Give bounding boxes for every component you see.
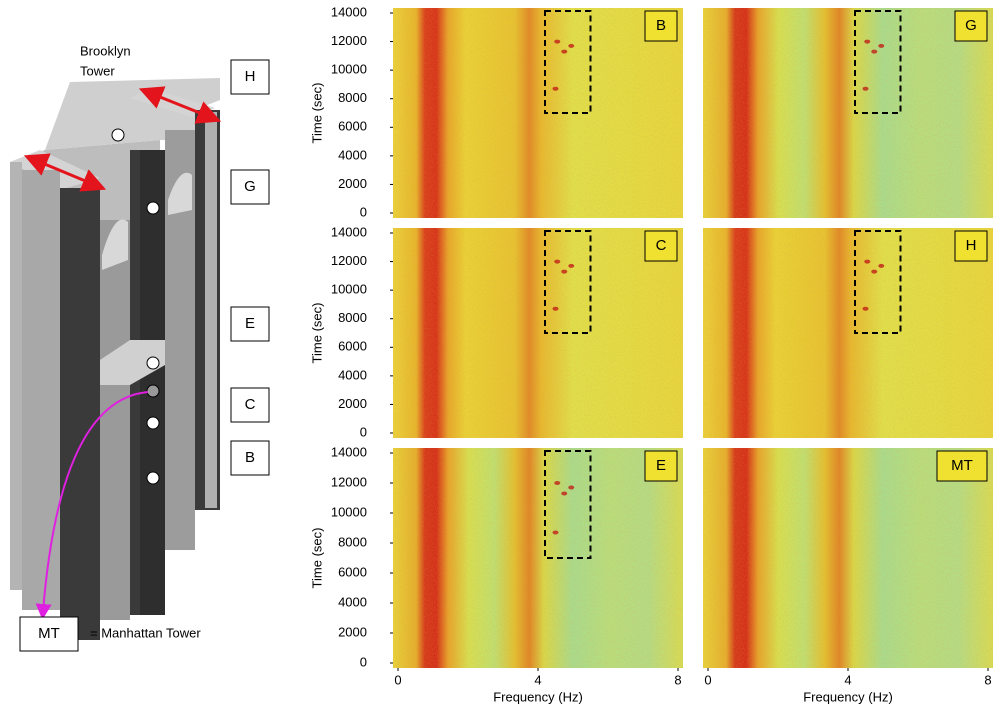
x-axis-label: Frequency (Hz) bbox=[493, 689, 583, 704]
mode-spot bbox=[864, 259, 871, 264]
y-tick-label: 10000 bbox=[331, 504, 367, 519]
panel-label-box bbox=[954, 230, 988, 262]
panel-label: B bbox=[656, 17, 666, 34]
panel-label-box bbox=[954, 10, 988, 42]
y-tick-label: 8000 bbox=[338, 310, 367, 325]
label-box bbox=[230, 59, 270, 95]
tower-title: Tower bbox=[80, 63, 115, 78]
x-tick-label: 4 bbox=[534, 672, 541, 687]
y-axis-label: Time (sec) bbox=[309, 528, 324, 589]
y-tick-label: 4000 bbox=[338, 367, 367, 382]
legend-key: MT bbox=[38, 625, 60, 642]
mode-spot bbox=[554, 39, 561, 44]
spectrogram-noise bbox=[393, 228, 683, 438]
y-tick-label: 8000 bbox=[338, 90, 367, 105]
y-tick-label: 6000 bbox=[338, 119, 367, 134]
x-axis-label: Frequency (Hz) bbox=[803, 689, 893, 704]
panel-label: G bbox=[965, 17, 977, 34]
panel-label-box bbox=[936, 450, 988, 482]
mode-spot bbox=[554, 259, 561, 264]
mode-spot bbox=[862, 86, 869, 91]
x-tick-label: 0 bbox=[704, 672, 711, 687]
tower-label: H bbox=[245, 68, 256, 85]
y-tick-label: 8000 bbox=[338, 534, 367, 549]
tower-title: Brooklyn bbox=[80, 43, 131, 58]
highlight-box bbox=[854, 230, 902, 334]
spectrogram-noise bbox=[393, 8, 683, 218]
spectrogram-noise bbox=[703, 448, 993, 668]
y-tick-label: 12000 bbox=[331, 474, 367, 489]
panel-label-box bbox=[644, 10, 678, 42]
mode-spot bbox=[552, 530, 559, 535]
y-tick-label: 14000 bbox=[331, 444, 367, 459]
mode-spot bbox=[878, 263, 885, 268]
spectrogram-noise bbox=[703, 228, 993, 438]
y-tick-label: 10000 bbox=[331, 62, 367, 77]
mode-spot bbox=[561, 49, 568, 54]
y-axis-label: Time (sec) bbox=[309, 83, 324, 144]
tower-label: E bbox=[245, 315, 255, 332]
highlight-box bbox=[544, 10, 592, 114]
label-box bbox=[230, 387, 270, 423]
y-tick-label: 2000 bbox=[338, 624, 367, 639]
mode-spot bbox=[554, 481, 561, 485]
y-axis-label: Time (sec) bbox=[309, 303, 324, 364]
mode-spot bbox=[871, 269, 878, 274]
panel-label: H bbox=[966, 237, 977, 254]
label-box bbox=[230, 306, 270, 342]
mode-spot bbox=[878, 43, 885, 48]
mode-spot bbox=[552, 86, 559, 91]
spectrogram-noise bbox=[393, 448, 683, 668]
mode-spot bbox=[568, 263, 575, 268]
mode-spot bbox=[871, 49, 878, 54]
spectrogram-noise bbox=[703, 8, 993, 218]
y-tick-label: 4000 bbox=[338, 147, 367, 162]
highlight-box bbox=[544, 450, 592, 559]
mode-spot bbox=[862, 306, 869, 311]
label-box bbox=[230, 440, 270, 476]
legend-text: = Manhattan Tower bbox=[90, 625, 201, 640]
y-tick-label: 6000 bbox=[338, 339, 367, 354]
x-tick-label: 4 bbox=[844, 672, 851, 687]
legend-box bbox=[19, 616, 79, 652]
tower-label: G bbox=[244, 178, 256, 195]
y-tick-label: 0 bbox=[360, 424, 367, 439]
y-tick-label: 0 bbox=[360, 654, 367, 669]
y-tick-label: 12000 bbox=[331, 253, 367, 268]
tower-drawing bbox=[10, 78, 222, 640]
mode-spot bbox=[568, 485, 575, 490]
y-tick-label: 4000 bbox=[338, 594, 367, 609]
highlight-box bbox=[544, 230, 592, 334]
mode-spot bbox=[552, 306, 559, 311]
y-tick-label: 6000 bbox=[338, 564, 367, 579]
y-tick-label: 14000 bbox=[331, 4, 367, 19]
panel-label-box bbox=[644, 450, 678, 482]
mode-spot bbox=[568, 43, 575, 48]
panel-label: C bbox=[656, 237, 667, 254]
tower-label: B bbox=[245, 449, 255, 466]
mode-spot bbox=[561, 491, 568, 496]
x-tick-label: 8 bbox=[674, 672, 681, 687]
highlight-box bbox=[854, 10, 902, 114]
x-tick-label: 0 bbox=[394, 672, 401, 687]
y-tick-label: 0 bbox=[360, 204, 367, 219]
y-tick-label: 2000 bbox=[338, 396, 367, 411]
panel-label: E bbox=[656, 457, 666, 474]
mode-spot bbox=[864, 39, 871, 44]
panel-label: MT bbox=[951, 457, 973, 474]
y-tick-label: 2000 bbox=[338, 176, 367, 191]
mode-spot bbox=[561, 269, 568, 274]
x-tick-label: 8 bbox=[984, 672, 991, 687]
y-tick-label: 10000 bbox=[331, 282, 367, 297]
panel-label-box bbox=[644, 230, 678, 262]
label-box bbox=[230, 169, 270, 205]
tower-label: C bbox=[245, 396, 256, 413]
y-tick-label: 12000 bbox=[331, 33, 367, 48]
y-tick-label: 14000 bbox=[331, 224, 367, 239]
